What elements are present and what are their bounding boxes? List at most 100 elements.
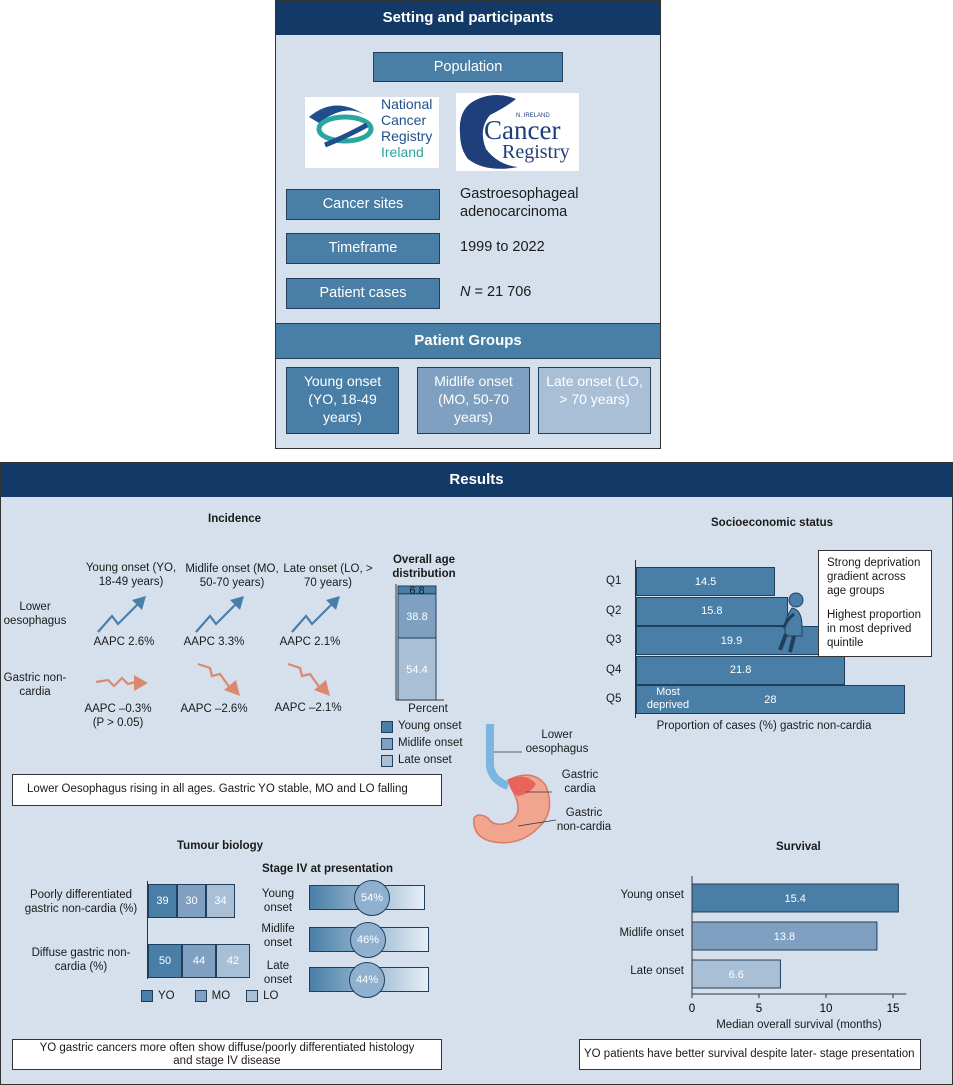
aapc-gastric-yo: AAPC –0.3% (P > 0.05) [84,703,152,729]
ncri-word-3: Registry [381,128,433,144]
aapc-lower-yo: AAPC 2.6% [93,636,155,648]
survival-cat-mo: Midlife onset [619,927,684,939]
tumour-axis [147,881,148,979]
survival-tick-label: 5 [756,1003,762,1015]
tumour-segment: 42 [216,944,250,978]
ncri-word-2: Cancer [381,112,427,128]
survival-value: 13.8 [774,931,795,943]
ses-note-line-2: Highest proportion in most deprived quin… [827,609,921,649]
legend-swatch-mo [194,990,207,1002]
age-dist-legend: Young onset Midlife onset Late onset [381,718,463,769]
ncri-logo: National Cancer Registry Ireland [305,96,439,168]
tumour-summary: YO gastric cancers more often show diffu… [12,1039,442,1070]
ncri-word-1: National [381,96,433,112]
survival-cat-lo: Late onset [630,965,684,977]
patient-cases-n: N [460,284,471,300]
age-dist-chart: 54.4 38.8 6.8 [395,584,444,701]
incidence-col-yo: Young onset (YO, 18-49 years) [85,562,177,588]
ncri-logo-mark [309,105,374,148]
falling-arrow-icon [197,662,240,696]
survival-bars: 15.4 13.8 6.6 [691,883,899,989]
tumour-legend: YO MO LO [141,990,279,1002]
group-young-onset: Young onset (YO, 18-49 years) [286,367,399,434]
ni-registry-map-mark [459,95,518,169]
legend-swatch-yo [381,720,393,733]
survival-bar [691,959,781,989]
survival-title: Survival [776,841,821,853]
survival-summary: YO patients have better survival despite… [579,1039,921,1070]
legend-swatch-mo [381,737,393,750]
incidence-col-mo: Midlife onset (MO, 50-70 years) [185,563,279,589]
incidence-row-lower: Lower oesophagus [3,601,67,627]
group-late-onset: Late onset (LO, > 70 years) [538,367,651,434]
tumour-segment: 44 [182,944,216,978]
survival-cat-yo: Young onset [620,889,684,901]
survival-tick-label: 0 [689,1003,695,1015]
rising-arrow-icon [97,596,146,633]
legend-swatch-lo [246,990,259,1002]
stage-label-lo: Late onset [263,960,293,986]
legend-swatch-lo [381,754,393,767]
ses-bar: 19.9 [636,626,828,656]
stage-percent-circle: 46% [350,922,386,958]
ses-title: Socioeconomic status [711,517,834,529]
group-midlife-onset: Midlife onset (MO, 50-70 years) [417,367,530,434]
ni-logo-word-1: Cancer [484,115,561,145]
results-panel: Results [0,462,953,1085]
stable-arrow-icon [95,675,148,691]
patient-cases-number: = 21 706 [470,284,532,300]
aapc-gastric-lo: AAPC –2.1% [274,702,342,714]
survival-chart: 15.4 13.8 6.6 0 5 10 15 [689,876,907,1015]
ses-category-label: Q3 [606,634,622,647]
patient-cases-label: Patient cases [286,278,440,309]
label-gastric-cardia: Gastric cardia [561,769,599,795]
legend-label-lo: Late onset [398,753,452,766]
label-gastric-non-cardia: Gastric non-cardia [556,807,612,833]
stage-label-yo: Young onset [261,888,295,914]
ses-note-line-1: Strong deprivation gradient across age g… [827,557,921,597]
cancer-sites-value: Gastroesophageal adenocarcinoma [460,186,579,220]
patient-groups-bar: Patient Groups [276,323,660,359]
tumour-legend-lo: LO [263,990,279,1002]
stage-percent-circle: 44% [349,962,385,998]
setting-title: Setting and participants [276,1,660,35]
age-dist-xlabel: Percent [408,703,448,715]
tumour-legend-yo: YO [158,990,175,1002]
aapc-lower-lo: AAPC 2.1% [279,636,341,648]
ncri-logo-text: National Cancer Registry Ireland [381,96,432,160]
rising-arrow-icon [291,596,340,633]
legend-swatch-yo [141,990,153,1002]
ses-category-label: Q1 [606,575,622,587]
ni-logo-word-2: Registry [502,141,570,163]
ses-category-label: Q4 [606,663,622,676]
tumour-row-poorly: Poorly differentiated gastric non-cardia… [24,889,138,915]
ncri-word-4: Ireland [381,144,424,160]
legend-label-yo: Young onset [398,719,462,732]
ses-bar: 28 [636,685,905,715]
tumour-segment: 34 [206,884,235,918]
tumour-legend-mo: MO [211,990,231,1002]
aapc-gastric-mo: AAPC –2.6% [180,703,248,715]
legend-item: Young onset [381,718,463,735]
age-dist-value: 6.8 [409,585,424,597]
ses-bar: 14.5 [636,567,776,596]
survival-axis: 0 5 10 15 [689,876,907,1015]
ni-logo-small-text: N. IRELAND [516,113,550,119]
age-dist-bars: 54.4 38.8 6.8 [397,585,437,701]
label-lower-oesophagus: Lower oesophagus [525,729,589,755]
survival-value: 15.4 [784,893,805,905]
timeframe-label: Timeframe [286,233,440,264]
incidence-title: Incidence [208,513,262,525]
population-label: Population [373,52,563,82]
timeframe-value: 1999 to 2022 [460,239,545,255]
stomach-illustration [473,724,557,844]
survival-bar [691,883,899,913]
survival-value: 6.6 [729,969,744,981]
setting-panel: Setting and participants Population Nati… [275,0,661,449]
ses-chart: Q1 14.5 Q2 15.8 Q3 19.9 Q4 21.8 Q5 28 Most depriv… [600,560,920,720]
falling-arrow-icon [287,662,330,696]
age-dist-value: 38.8 [406,611,427,623]
rising-arrow-icon [195,596,244,633]
stage-title: Stage IV at presentation [262,863,394,875]
survival-tick-label: 15 [887,1003,900,1015]
